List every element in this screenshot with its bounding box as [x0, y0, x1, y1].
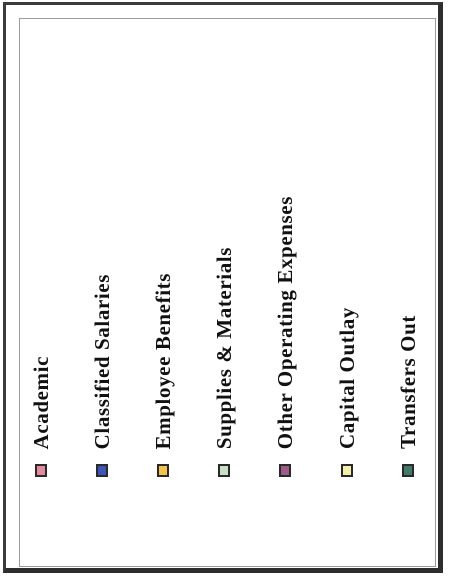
- legend-swatch: [341, 464, 353, 477]
- legend-item: Capital Outlay: [334, 17, 362, 477]
- legend-label: Employee Benefits: [151, 272, 175, 449]
- legend-item: Other Operating Expenses: [272, 17, 300, 477]
- legend-frame: [3, 2, 443, 573]
- legend-swatch: [35, 464, 47, 477]
- legend-swatch: [279, 464, 291, 477]
- legend-item: Employee Benefits: [150, 17, 178, 477]
- legend-item: Supplies & Materials: [211, 17, 239, 477]
- legend-swatch: [218, 464, 230, 477]
- legend-label: Capital Outlay: [335, 307, 359, 449]
- legend-label: Classified Salaries: [90, 273, 114, 449]
- legend-swatch: [402, 464, 414, 477]
- legend-item: Transfers Out: [395, 17, 423, 477]
- legend-item: Classified Salaries: [89, 17, 117, 477]
- legend-swatch: [96, 464, 108, 477]
- legend-label: Academic: [29, 355, 53, 449]
- legend-swatch: [157, 464, 169, 477]
- legend-item: Academic: [28, 17, 56, 477]
- legend-label: Other Operating Expenses: [273, 195, 297, 449]
- legend-label: Transfers Out: [396, 315, 420, 449]
- legend-inner-border: [19, 18, 436, 567]
- legend-label: Supplies & Materials: [212, 246, 236, 449]
